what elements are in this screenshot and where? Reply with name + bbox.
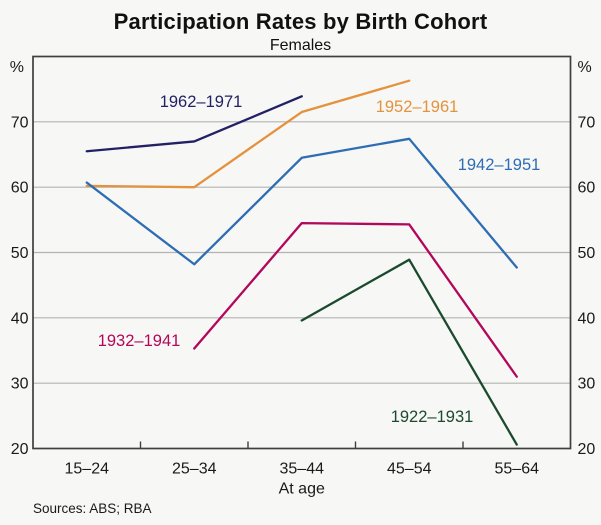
x-tick-label-45–54: 45–54 (387, 461, 432, 478)
y-tick-label-right-40: 40 (578, 310, 596, 327)
y-tick-label-right-70: 70 (578, 114, 596, 131)
x-tick-label-15–24: 15–24 (65, 461, 110, 478)
x-tick-label-55–64: 55–64 (495, 461, 540, 478)
x-axis-title: At age (279, 481, 325, 498)
chart-subtitle: Females (269, 37, 332, 54)
series-label-1952–1961: 1952–1961 (376, 98, 459, 116)
y-tick-label-right-50: 50 (578, 245, 596, 262)
y-tick-label-right-20: 20 (578, 441, 596, 458)
series-line-1942–1951 (85, 137, 518, 269)
series-label-1922–1931: 1922–1931 (391, 408, 474, 426)
sources-note: Sources: ABS; RBA (33, 501, 152, 516)
y-tick-label-left-30: 30 (11, 376, 29, 393)
chart-title: Participation Rates by Birth Cohort (113, 9, 488, 34)
y-tick-label-left-50: 50 (11, 245, 29, 262)
series-line-1922–1931 (300, 258, 518, 446)
series-line-1932–1941 (193, 221, 518, 378)
y-axis-unit-left: % (10, 59, 24, 76)
x-tick-label-25–34: 25–34 (172, 461, 217, 478)
series-line-1952–1961 (85, 79, 411, 189)
y-axis-unit-right: % (578, 59, 592, 76)
y-tick-label-right-60: 60 (578, 180, 596, 197)
y-tick-label-left-60: 60 (11, 180, 29, 197)
series-label-1942–1951: 1942–1951 (458, 156, 541, 174)
y-tick-label-left-40: 40 (11, 310, 29, 327)
series-label-1962–1971: 1962–1971 (160, 93, 243, 111)
series-line-1962–1971 (85, 95, 303, 153)
y-tick-label-left-70: 70 (11, 114, 29, 131)
y-tick-label-right-30: 30 (578, 376, 596, 393)
plot-frame (32, 55, 572, 450)
x-tick-label-35–44: 35–44 (280, 461, 325, 478)
series-label-1932–1941: 1932–1941 (98, 332, 181, 350)
y-tick-label-left-20: 20 (11, 441, 29, 458)
